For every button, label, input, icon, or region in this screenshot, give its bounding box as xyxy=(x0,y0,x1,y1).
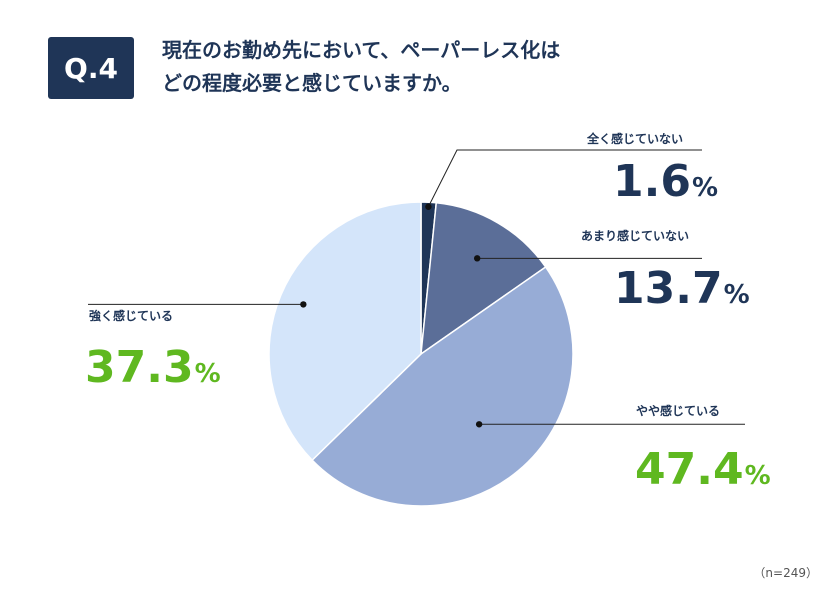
leader-line-zenku xyxy=(427,149,702,207)
slice-label-yaya: やや感じている xyxy=(636,404,721,418)
question-badge: Q.4 xyxy=(48,37,134,99)
leader-dot-yaya xyxy=(475,421,483,428)
sample-size-note: （n=249） xyxy=(753,566,818,580)
slice-value-amari: 13.7% xyxy=(614,267,750,311)
slice-value-zenku: 1.6% xyxy=(613,160,718,204)
slice-value-amari-unit: % xyxy=(723,280,750,310)
slice-value-zenku-number: 1.6 xyxy=(613,156,691,207)
pie-slice-amari xyxy=(420,201,547,356)
pie-slice-tsuyoku xyxy=(268,201,422,462)
slice-value-tsuyoku: 37.3% xyxy=(85,346,221,390)
slice-label-amari: あまり感じていない xyxy=(581,229,690,243)
question-title-line-1: 現在のお勤め先において、ペーパーレス化は xyxy=(162,38,561,62)
slice-label-tsuyoku: 強く感じている xyxy=(89,309,174,323)
slice-value-yaya: 47.4% xyxy=(635,448,771,492)
leader-dot-amari xyxy=(473,255,481,262)
slice-value-tsuyoku-number: 37.3 xyxy=(85,342,194,393)
pie-slice-yaya xyxy=(311,265,574,507)
slice-value-tsuyoku-unit: % xyxy=(194,359,221,389)
question-title: 現在のお勤め先において、ペーパーレス化は どの程度必要と感じていますか。 xyxy=(162,34,762,100)
slice-label-zenku: 全く感じていない xyxy=(587,132,684,146)
slice-value-amari-number: 13.7 xyxy=(614,263,723,314)
slice-value-yaya-number: 47.4 xyxy=(635,444,744,495)
leader-dot-tsuyoku xyxy=(300,301,307,308)
slice-value-zenku-unit: % xyxy=(691,173,719,203)
slice-value-yaya-unit: % xyxy=(744,461,771,491)
question-title-line-2: どの程度必要と感じていますか。 xyxy=(162,71,462,95)
leader-dot-zenku xyxy=(425,203,432,210)
